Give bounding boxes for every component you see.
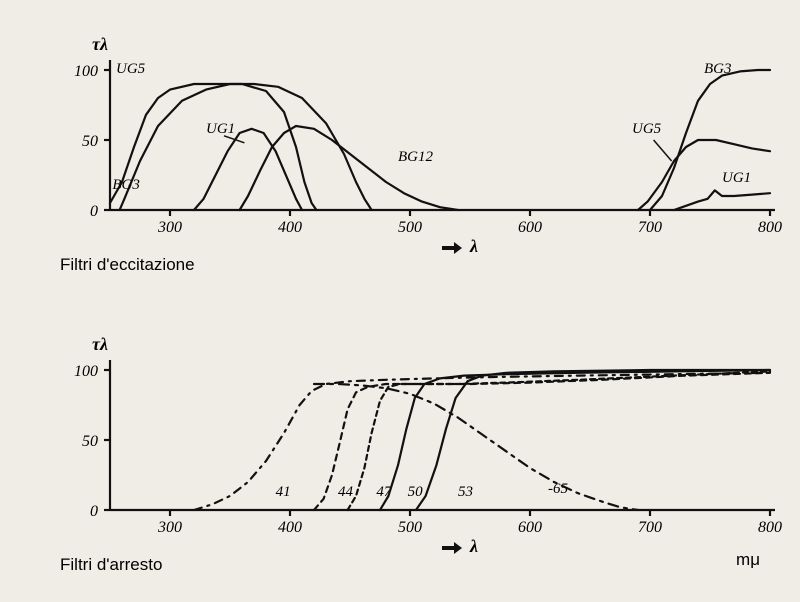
chart-top-series-BG12 <box>240 126 458 210</box>
chart-bottom-series--65 <box>314 384 638 510</box>
chart-bottom-series-label-44: 44 <box>338 484 354 500</box>
chart-bottom-ytick-label: 0 <box>90 503 98 520</box>
leader-ug5r <box>654 140 672 161</box>
chart-top-series-UG1-right <box>674 190 770 210</box>
chart-top-xtick-label: 500 <box>398 219 422 236</box>
chart-top-ytick-label: 100 <box>74 63 98 80</box>
chart-top-series-label-UG5: UG5 <box>116 61 146 77</box>
chart-bottom-series-label-53: 53 <box>458 484 473 500</box>
chart-top-series-UG5 <box>110 84 316 210</box>
chart-bottom-ytick-label: 100 <box>74 363 98 380</box>
chart-top-xtick-label: 300 <box>157 219 182 236</box>
chart-top: 0 50 100 300 400 500 600 700 800 τλ λ UG5 BG3 UG1 BG12… <box>60 34 782 274</box>
chart-bottom-xtick-label: 500 <box>398 519 422 536</box>
chart-bottom-xtick-label: 400 <box>278 519 302 536</box>
chart-top-series-label-UG1-right: UG1 <box>722 170 751 186</box>
chart-top-series-label-BG3: BG3 <box>112 177 139 193</box>
chart-bottom-series-50 <box>380 370 770 510</box>
chart-bottom: 050100300400500600700800τλλ4144475053-65… <box>60 334 782 574</box>
chart-bottom-xtick-label: 300 <box>157 519 182 536</box>
chart-bottom-y-axis-label: τλ <box>92 334 108 354</box>
chart-top-series-label-BG12: BG12 <box>398 149 433 165</box>
chart-top-series-label-BG3-right: BG3 <box>704 61 732 77</box>
chart-bottom-xtick-label: 800 <box>758 519 782 536</box>
chart-top-xtick-label: 600 <box>518 219 542 236</box>
chart-bottom-ytick-label: 50 <box>82 433 98 450</box>
chart-top-xtick-label: 800 <box>758 219 782 236</box>
page: 050100300400500600700800τλλUG5BG3UG1BG12… <box>0 0 800 602</box>
chart-bottom-x-axis-label: λ <box>469 536 478 556</box>
chart-top-ytick-label: 0 <box>90 203 98 220</box>
chart-top-series-label-UG5-right: UG5 <box>632 121 662 137</box>
chart-top-xtick-label: 400 <box>278 219 302 236</box>
chart-bottom-series-label-50: 50 <box>408 484 424 500</box>
chart-top-ytick-label: 50 <box>82 133 98 150</box>
chart-bottom-series-label-41: 41 <box>276 484 291 500</box>
chart-canvas: 050100300400500600700800τλλUG5BG3UG1BG12… <box>0 0 800 602</box>
chart-top-x-axis-label: λ <box>469 236 478 256</box>
chart-top-series-BG3 <box>120 84 372 210</box>
chart-top-y-axis-label: τλ <box>92 34 108 54</box>
chart-bottom-caption: Filtri d'arresto <box>60 555 162 574</box>
chart-top-arrow-icon <box>442 242 462 254</box>
chart-top-xtick-label: 700 <box>638 219 662 236</box>
chart-bottom-unit-label: mμ <box>736 550 760 569</box>
chart-bottom-series-label--65: -65 <box>548 481 568 497</box>
chart-top-caption: Filtri d'eccitazione <box>60 255 195 274</box>
chart-bottom-xtick-label: 600 <box>518 519 542 536</box>
chart-bottom-xtick-label: 700 <box>638 519 662 536</box>
chart-top-series-label-UG1: UG1 <box>206 121 235 137</box>
chart-bottom-arrow-icon <box>442 542 462 554</box>
